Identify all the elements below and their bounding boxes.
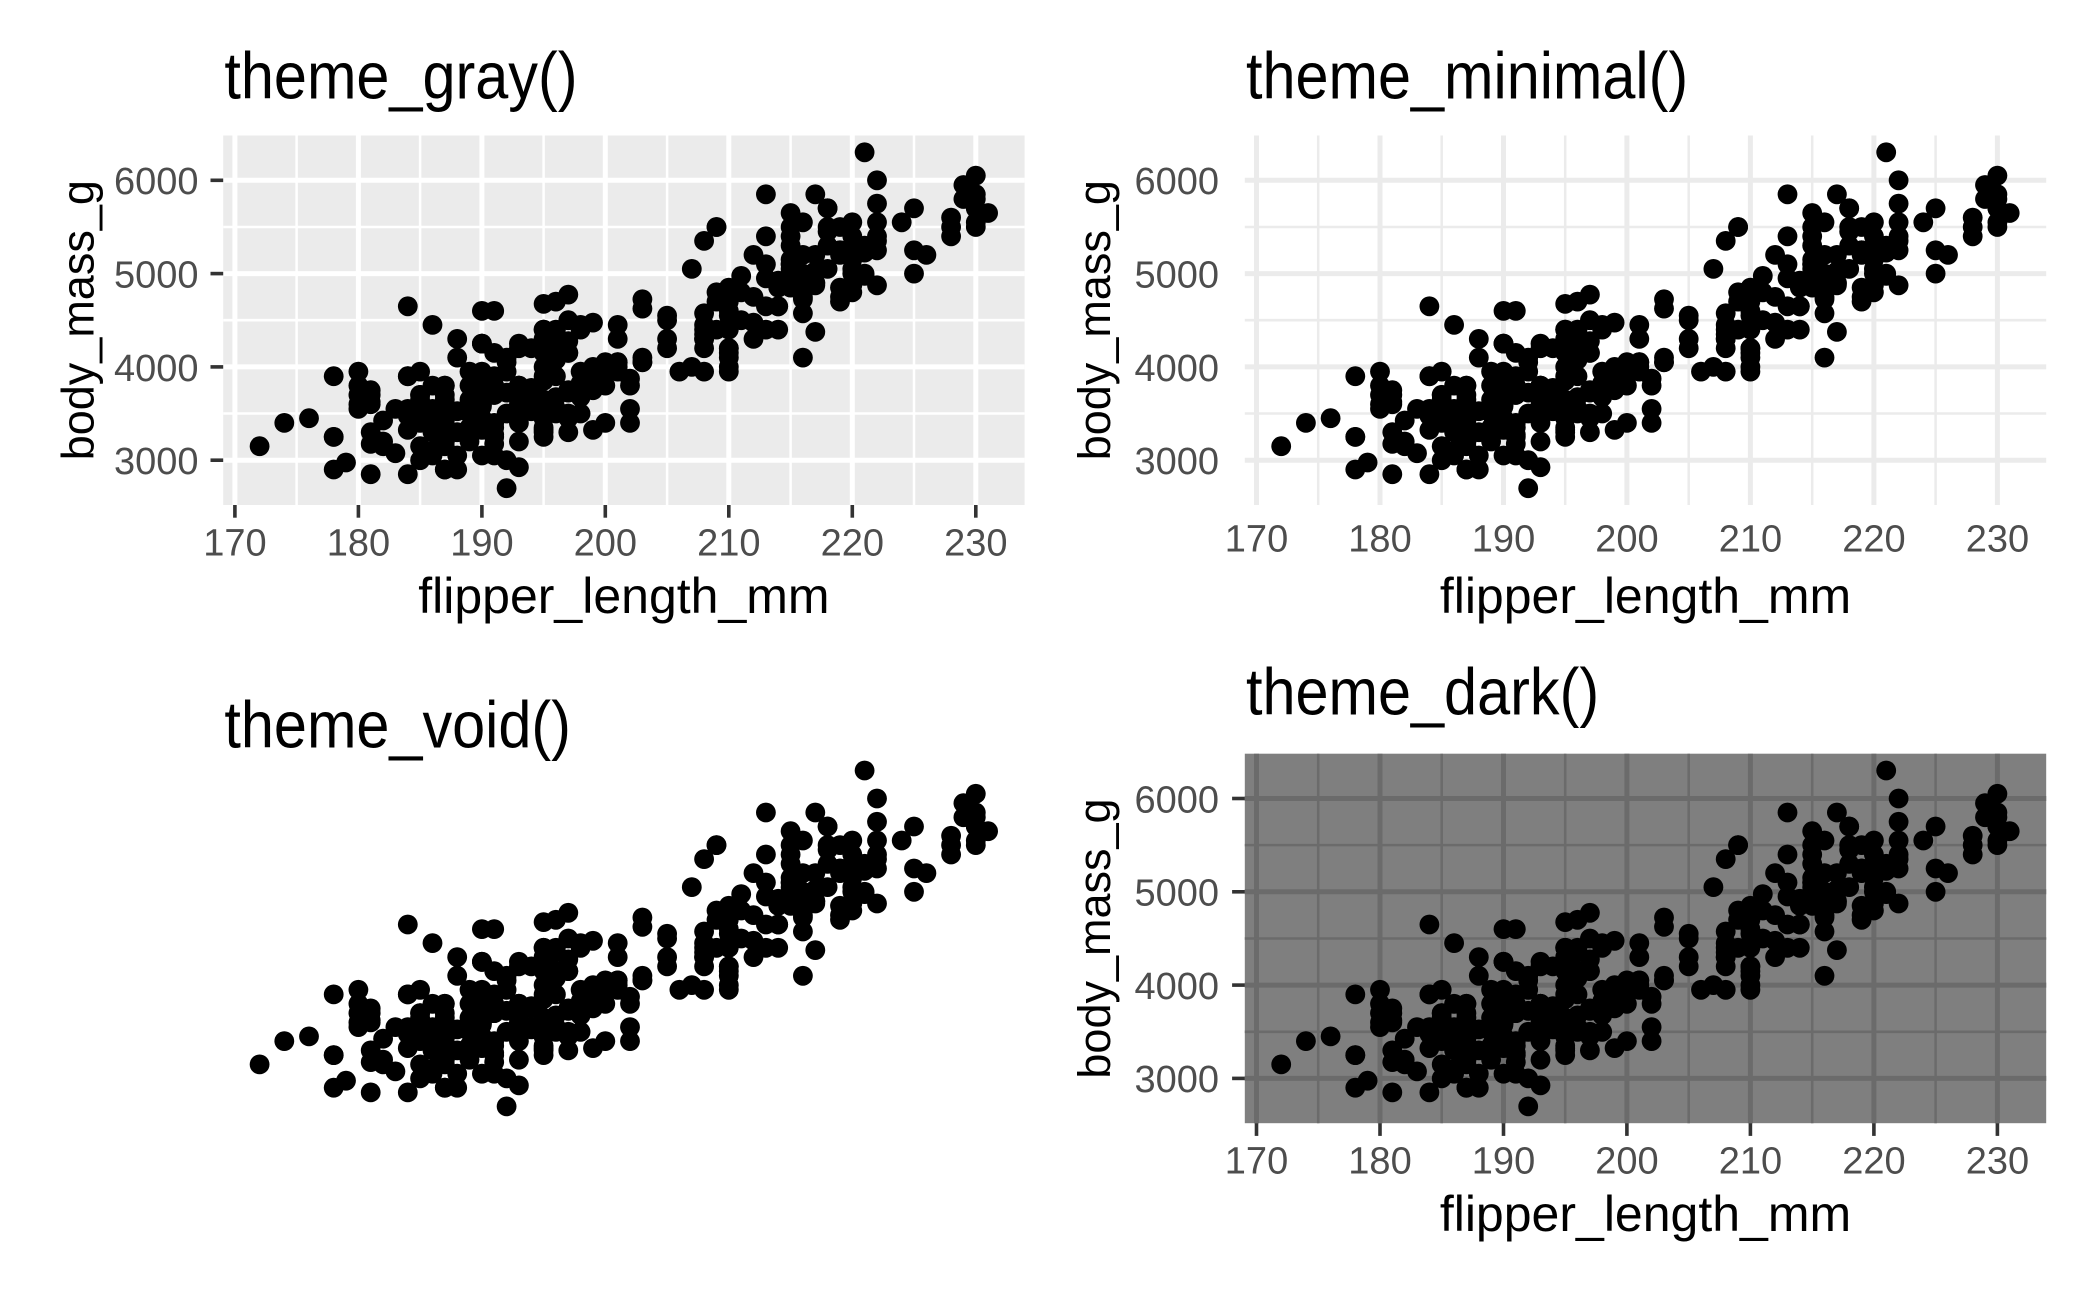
svg-text:220: 220: [1842, 1141, 1905, 1183]
svg-text:210: 210: [697, 522, 760, 564]
svg-text:210: 210: [1719, 1141, 1782, 1183]
svg-text:200: 200: [574, 522, 637, 564]
svg-text:4000: 4000: [1134, 966, 1219, 1008]
svg-text:5000: 5000: [1134, 873, 1219, 915]
svg-text:230: 230: [1966, 1141, 2029, 1183]
svg-text:170: 170: [1225, 1141, 1288, 1183]
svg-text:230: 230: [944, 522, 1007, 564]
svg-text:flipper_length_mm: flipper_length_mm: [1440, 1186, 1851, 1242]
svg-text:180: 180: [1348, 1141, 1411, 1183]
svg-text:flipper_length_mm: flipper_length_mm: [418, 568, 829, 624]
svg-text:190: 190: [450, 522, 513, 564]
svg-text:6000: 6000: [1134, 779, 1219, 821]
svg-text:theme_gray(): theme_gray(): [224, 40, 577, 114]
svg-text:190: 190: [1472, 1141, 1535, 1183]
svg-text:theme_dark(): theme_dark(): [1246, 656, 1599, 730]
svg-text:6000: 6000: [114, 161, 199, 203]
svg-text:body_mass_g: body_mass_g: [1069, 798, 1120, 1078]
svg-text:3000: 3000: [1134, 1059, 1219, 1101]
svg-text:220: 220: [821, 522, 884, 564]
svg-text:body_mass_g: body_mass_g: [53, 180, 104, 460]
svg-text:230: 230: [1966, 519, 2029, 561]
svg-text:170: 170: [1225, 519, 1288, 561]
svg-text:flipper_length_mm: flipper_length_mm: [1440, 568, 1851, 624]
svg-text:180: 180: [327, 522, 390, 564]
svg-text:200: 200: [1595, 1141, 1658, 1183]
svg-text:210: 210: [1719, 519, 1782, 561]
svg-text:4000: 4000: [1134, 348, 1219, 390]
svg-text:220: 220: [1842, 519, 1905, 561]
svg-text:170: 170: [203, 522, 266, 564]
svg-text:5000: 5000: [1134, 255, 1219, 297]
svg-text:3000: 3000: [1134, 441, 1219, 483]
svg-text:6000: 6000: [1134, 161, 1219, 203]
svg-text:5000: 5000: [114, 255, 199, 297]
svg-text:3000: 3000: [114, 441, 199, 483]
svg-text:theme_void(): theme_void(): [224, 689, 571, 763]
svg-text:190: 190: [1472, 519, 1535, 561]
svg-text:body_mass_g: body_mass_g: [1069, 180, 1120, 460]
svg-text:4000: 4000: [114, 348, 199, 390]
svg-text:theme_minimal(): theme_minimal(): [1246, 40, 1688, 114]
svg-text:180: 180: [1348, 519, 1411, 561]
svg-text:200: 200: [1595, 519, 1658, 561]
